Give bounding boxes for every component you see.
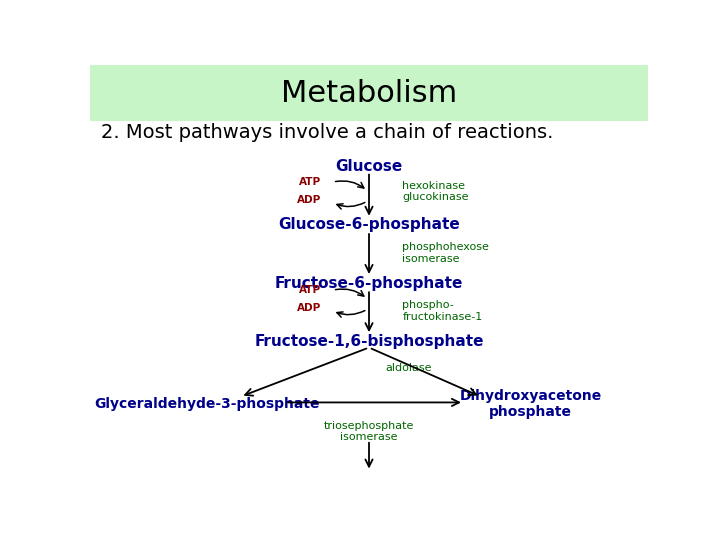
Text: Fructose-1,6-bisphosphate: Fructose-1,6-bisphosphate — [254, 334, 484, 349]
FancyArrowPatch shape — [336, 181, 364, 188]
FancyArrowPatch shape — [337, 310, 365, 317]
Text: aldolase: aldolase — [386, 362, 432, 373]
FancyArrowPatch shape — [337, 202, 365, 209]
Text: Dihydroxyacetone
phosphate: Dihydroxyacetone phosphate — [459, 389, 602, 419]
Text: ADP: ADP — [297, 303, 322, 313]
Text: Metabolism: Metabolism — [281, 79, 457, 107]
Bar — [90, 65, 648, 121]
Text: ATP: ATP — [300, 177, 322, 187]
Text: triosephosphate
isomerase: triosephosphate isomerase — [324, 421, 414, 442]
Text: ADP: ADP — [297, 195, 322, 205]
Text: Glyceraldehyde-3-phosphate: Glyceraldehyde-3-phosphate — [94, 397, 320, 411]
Text: phospho-
fructokinase-1: phospho- fructokinase-1 — [402, 300, 482, 322]
FancyArrowPatch shape — [336, 289, 364, 296]
Text: ATP: ATP — [300, 285, 322, 295]
Text: Glucose-6-phosphate: Glucose-6-phosphate — [278, 218, 460, 232]
Text: Fructose-6-phosphate: Fructose-6-phosphate — [275, 275, 463, 291]
Text: 2. Most pathways involve a chain of reactions.: 2. Most pathways involve a chain of reac… — [101, 123, 554, 141]
Text: phosphohexose
isomerase: phosphohexose isomerase — [402, 242, 490, 264]
Text: Glucose: Glucose — [336, 159, 402, 174]
Text: hexokinase
glucokinase: hexokinase glucokinase — [402, 181, 469, 202]
